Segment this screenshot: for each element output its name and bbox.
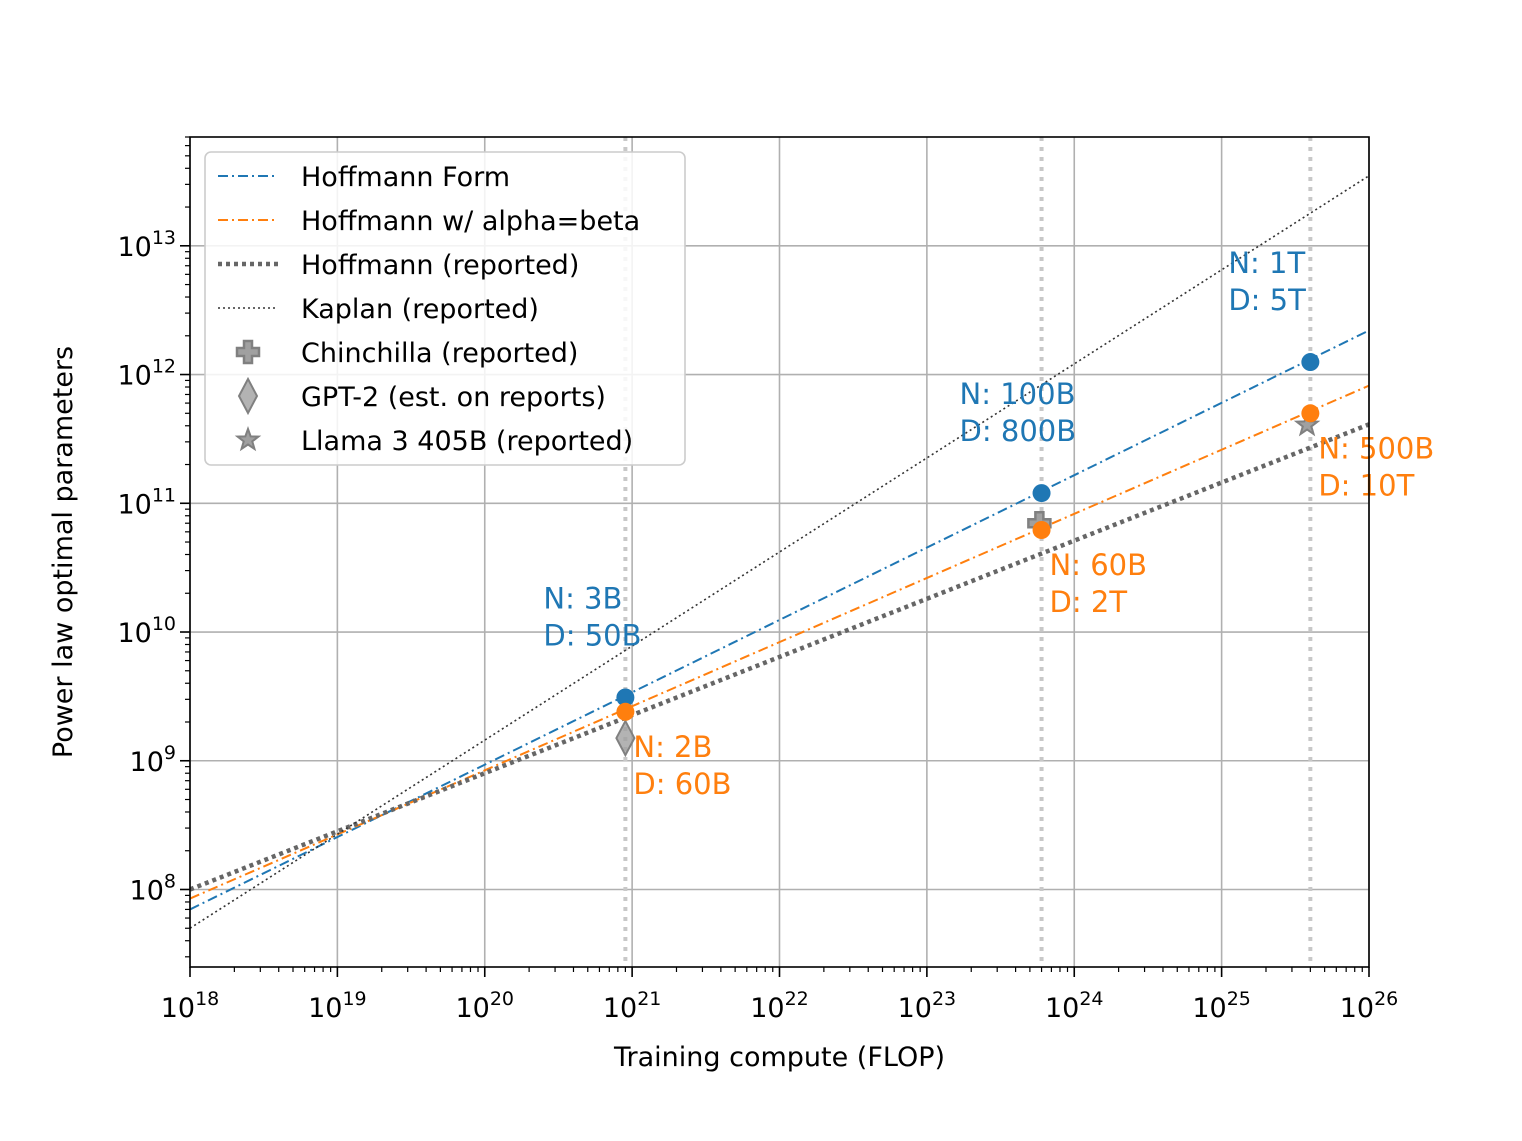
point-annotation-line: N: 2B: [633, 730, 712, 764]
y-tick-label-base: 10: [130, 875, 164, 906]
legend-label: Kaplan (reported): [301, 294, 539, 325]
series-line-hoffmann-form: [189, 329, 1370, 911]
axis-ticks: 1018 1019 1020 1021 1022 1023 1024 1025 10261081…: [117, 136, 1399, 1024]
x-tick-label-exponent: 19: [342, 988, 366, 1010]
x-tick-label: 1024: [1045, 988, 1104, 1024]
legend-marker-star-icon: [234, 426, 262, 452]
x-tick-label-exponent: 18: [195, 988, 219, 1010]
legend-label: Hoffmann Form: [301, 162, 510, 193]
y-tick-label-base: 10: [117, 361, 151, 392]
reference-vlines: [623, 137, 1313, 967]
y-tick-label: 108: [130, 870, 176, 906]
optimal-point: [1301, 404, 1320, 423]
x-tick-label: 1020: [455, 988, 514, 1024]
point-annotation-line: N: 500B: [1318, 431, 1434, 465]
series-line-kaplan-reported-: [189, 175, 1370, 929]
x-tick-label-exponent: 24: [1079, 988, 1103, 1010]
optimal-point: [1032, 484, 1051, 503]
y-tick-label-exponent: 11: [152, 484, 176, 506]
x-tick-label-base: 10: [750, 993, 784, 1024]
x-tick-label: 1018: [161, 988, 220, 1024]
point-annotation-line: D: 50B: [543, 618, 641, 652]
x-tick-label-exponent: 20: [490, 988, 514, 1010]
x-tick-label: 1026: [1340, 988, 1399, 1024]
x-tick-label-base: 10: [898, 993, 932, 1024]
point-annotation-line: N: 100B: [960, 377, 1076, 411]
point-annotation-line: D: 10T: [1318, 468, 1414, 502]
point-annotation-line: D: 5T: [1228, 283, 1306, 317]
x-tick-label: 1023: [898, 988, 957, 1024]
series-line-hoffmann-reported-: [189, 422, 1370, 892]
y-tick-label-exponent: 13: [152, 227, 176, 249]
legend-label: Hoffmann (reported): [301, 250, 579, 281]
y-axis-label: Power law optimal parameters: [48, 346, 79, 758]
legend-marker-diamond-icon: [237, 376, 259, 416]
y-tick-label: 1012: [117, 356, 176, 392]
point-annotation-line: N: 60B: [1050, 548, 1147, 582]
y-tick-label-exponent: 12: [152, 356, 176, 378]
y-tick-label-base: 10: [117, 618, 151, 649]
optimal-point: [1301, 353, 1320, 372]
x-tick-label: 1025: [1192, 988, 1251, 1024]
x-tick-label-base: 10: [603, 993, 637, 1024]
x-tick-label: 1021: [603, 988, 662, 1024]
x-tick-label-base: 10: [1340, 993, 1374, 1024]
marker-gpt-2-est-on-reports-: [615, 718, 636, 758]
x-tick-label: 1022: [750, 988, 809, 1024]
y-tick-label-base: 10: [117, 232, 151, 263]
optimal-point: [616, 688, 635, 707]
x-axis-label: Training compute (FLOP): [613, 1042, 945, 1073]
x-tick-label-base: 10: [455, 993, 489, 1024]
y-tick-label-exponent: 9: [164, 742, 176, 764]
x-tick-label-base: 10: [1192, 993, 1226, 1024]
point-annotation-line: D: 800B: [960, 414, 1077, 448]
optimal-point: [1032, 521, 1051, 540]
legend: Hoffmann Form Hoffmann w/ alpha=beta Hoffm…: [204, 151, 686, 466]
x-tick-label-exponent: 22: [785, 988, 809, 1010]
legend-label: GPT-2 (est. on reports): [301, 382, 606, 413]
point-annotation-line: D: 2T: [1050, 585, 1128, 619]
x-tick-label-exponent: 25: [1227, 988, 1251, 1010]
x-tick-label-exponent: 26: [1374, 988, 1398, 1010]
legend-marker-plus-icon: [235, 339, 261, 365]
x-tick-label-base: 10: [308, 993, 342, 1024]
x-tick-label-base: 10: [1045, 993, 1079, 1024]
x-tick-label: 1019: [308, 988, 367, 1024]
optimal-points: [616, 353, 1320, 721]
y-tick-label-exponent: 8: [164, 870, 176, 892]
optimal-point: [616, 702, 635, 721]
legend-label: Hoffmann w/ alpha=beta: [301, 206, 640, 237]
series-lines: [189, 175, 1370, 929]
point-annotation-line: N: 3B: [543, 581, 622, 615]
x-tick-label-base: 10: [161, 993, 195, 1024]
point-annotation-line: D: 60B: [633, 767, 731, 801]
y-tick-label: 1011: [117, 484, 176, 520]
legend-label: Llama 3 405B (reported): [301, 426, 633, 457]
point-annotation-line: N: 1T: [1228, 246, 1305, 280]
y-tick-label-exponent: 10: [152, 613, 176, 635]
y-tick-label: 1010: [117, 613, 176, 649]
y-tick-label: 1013: [117, 227, 176, 263]
y-tick-label-base: 10: [130, 747, 164, 778]
x-tick-label-exponent: 21: [637, 988, 661, 1010]
y-tick-label-base: 10: [117, 489, 151, 520]
marker-llama-3-405b-reported-: [1293, 411, 1321, 437]
legend-label: Chinchilla (reported): [301, 338, 578, 369]
x-tick-label-exponent: 23: [932, 988, 956, 1010]
legend-box: [204, 151, 686, 466]
y-tick-label: 109: [130, 742, 176, 778]
